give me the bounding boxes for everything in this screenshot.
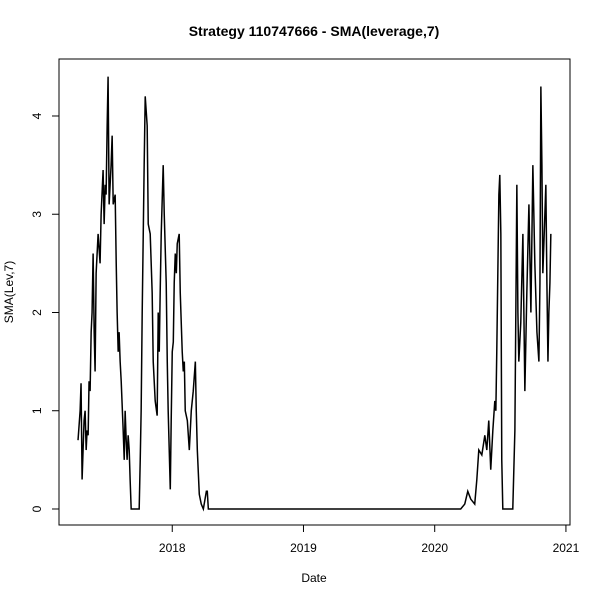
x-tick-label: 2018 [159,541,186,555]
data-line [77,76,552,512]
y-axis-label: SMA(Lev,7) [2,261,16,323]
plot-box [58,58,571,526]
x-tick-label: 2019 [290,541,317,555]
y-tick-label: 4 [30,112,44,119]
y-tick-label: 2 [30,309,44,316]
x-tick-label: 2021 [553,541,580,555]
x-axis-label: Date [301,571,327,585]
x-tick-label: 2020 [421,541,448,555]
y-tick-label: 0 [30,505,44,512]
y-tick-label: 1 [30,407,44,414]
chart-title: Strategy 110747666 - SMA(leverage,7) [189,23,440,39]
y-tick-label: 3 [30,211,44,218]
